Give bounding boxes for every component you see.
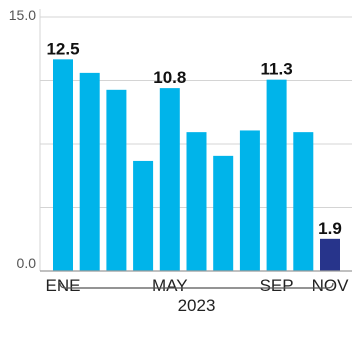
y-tick-label: 15.0 xyxy=(9,7,36,23)
year-bracket: 2023 xyxy=(59,282,334,315)
data-label: 1.9 xyxy=(318,219,342,238)
data-label: 10.8 xyxy=(153,68,186,87)
bar-nov xyxy=(320,238,340,271)
bar-jul xyxy=(213,155,234,271)
bar-feb xyxy=(79,72,100,271)
x-tick-label-nov: NOV xyxy=(312,276,350,295)
bar-may xyxy=(159,88,180,272)
data-label: 12.5 xyxy=(46,39,79,58)
bar-ago xyxy=(239,130,260,271)
year-bracket-line xyxy=(59,282,334,289)
data-labels: 12.5 10.8 11.3 1.9 xyxy=(46,39,341,237)
y-axis-ticks: 0.0 15.0 xyxy=(9,7,36,271)
x-tick-label-ene: ENE xyxy=(46,276,81,295)
bar-sep xyxy=(266,79,287,271)
x-tick-label-may: MAY xyxy=(152,276,188,295)
bar-ene xyxy=(53,59,73,272)
year-label: 2023 xyxy=(178,296,216,315)
bar-mar xyxy=(106,89,127,272)
data-label: 11.3 xyxy=(261,60,293,79)
x-axis-ticks: ENE MAY SEP NOV xyxy=(46,276,350,295)
bar-oct xyxy=(293,132,314,271)
bar-abr xyxy=(133,160,154,271)
x-tick-label-sep: SEP xyxy=(260,276,294,295)
bar-jun xyxy=(186,132,207,271)
bars xyxy=(53,59,340,272)
y-tick-label: 0.0 xyxy=(17,255,37,271)
